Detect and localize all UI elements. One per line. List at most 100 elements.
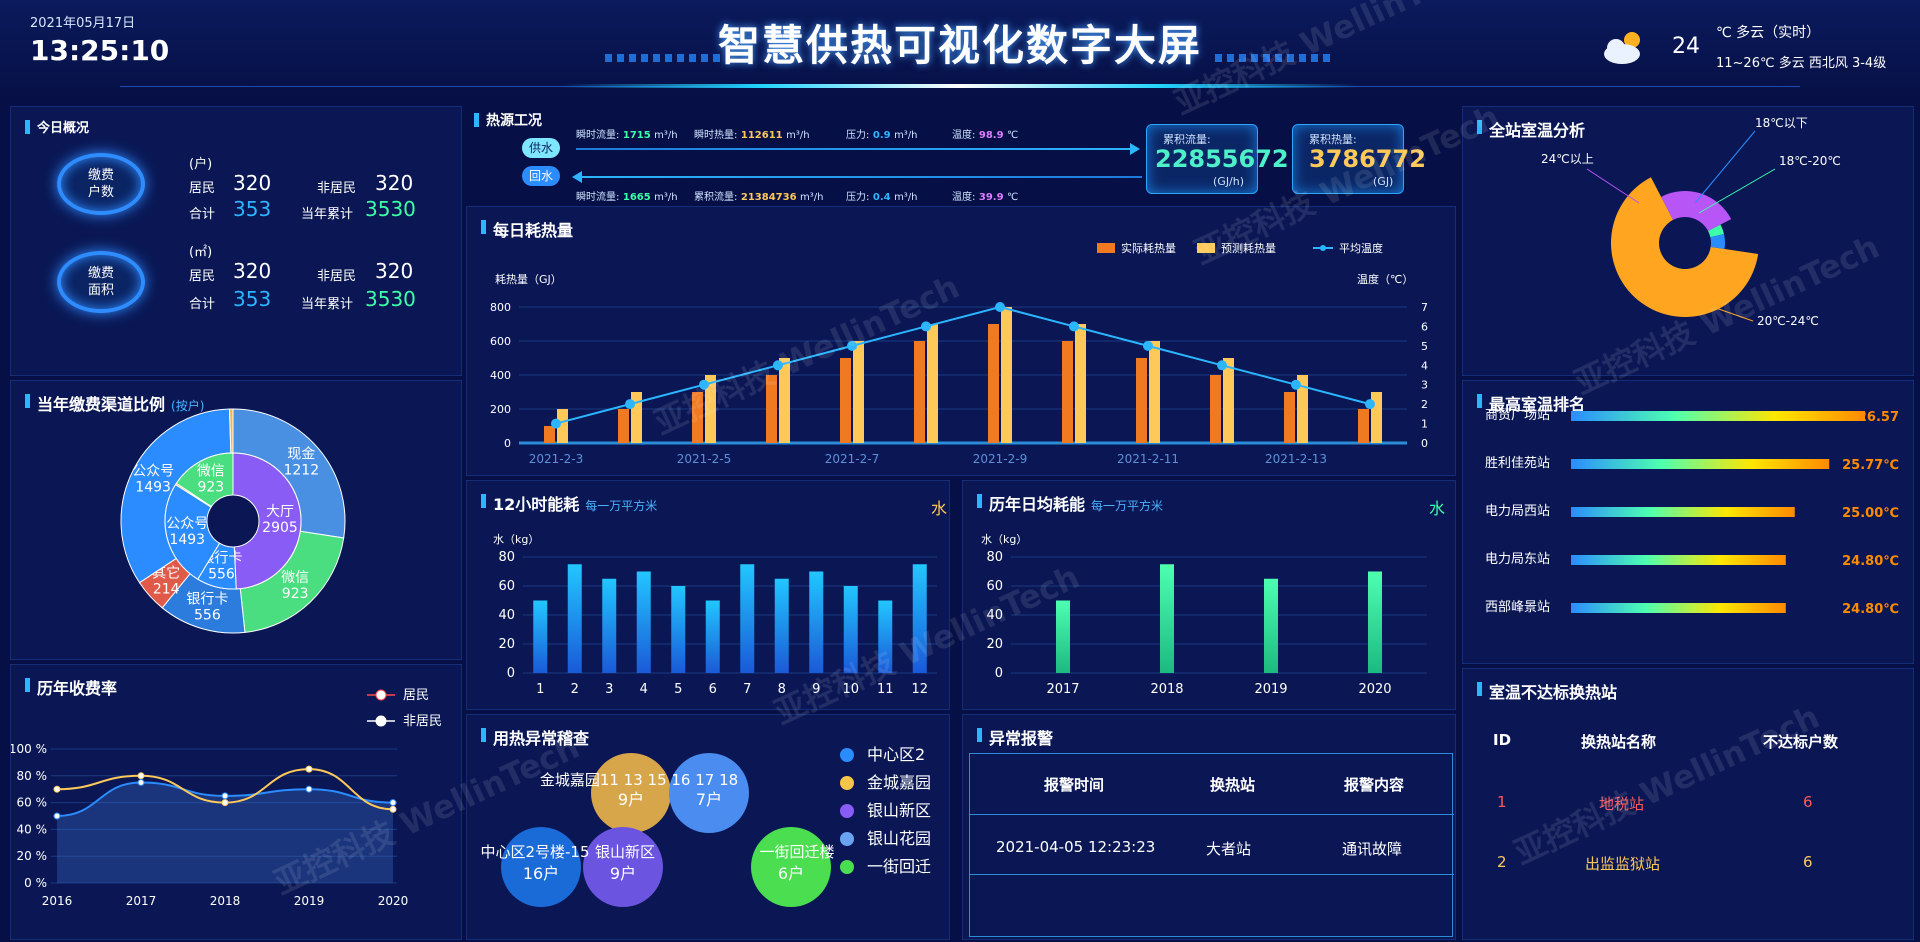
- channel-panel: 当年缴费渠道比例 (按户) 现金 1212 微信 923 银行卡 556 其它 214 公众号 14…: [10, 380, 462, 660]
- substd-row-id[interactable]: 2: [1497, 853, 1507, 871]
- legend-dot: [840, 776, 854, 790]
- bar: [602, 578, 617, 673]
- x-tick-label: 2021-2-5: [677, 452, 731, 466]
- rank-bar-chart: 商贸广场站 26.57 胜利佳苑站 25.77℃ 电力局西站 25.00℃ 电力局东站 24.…: [1485, 408, 1899, 617]
- substd-row-id[interactable]: 1: [1497, 793, 1507, 811]
- resident-value: 320: [233, 259, 272, 283]
- alarm-row-content[interactable]: 通讯故障: [1342, 840, 1403, 858]
- series-point: [305, 785, 313, 793]
- y-tick-label: 0: [995, 666, 1003, 681]
- ring-area: 缴费 面积: [57, 251, 145, 313]
- rank-name: 电力局西站: [1485, 504, 1550, 519]
- y-tick-label: 20: [986, 637, 1003, 652]
- ring-households: 缴费 户数: [57, 153, 145, 215]
- bar-forecast: [1371, 392, 1382, 443]
- leader-line: [1698, 168, 1776, 214]
- heat-item-value: 1715: [619, 130, 655, 141]
- total-label: 合计: [189, 207, 216, 222]
- series-point: [389, 799, 397, 807]
- temp-point: [995, 302, 1005, 312]
- rank-panel: 最高室温排名 商贸广场站 26.57 胜利佳苑站 25.77℃ 电力局西站 25.00℃ 电…: [1462, 380, 1914, 664]
- bar: [912, 564, 927, 673]
- heat-item-value: 98.9: [975, 130, 1008, 141]
- bar-actual: [914, 341, 925, 443]
- panel-title: 12小时能耗 每一万平方米: [481, 491, 657, 515]
- alarm-row-station[interactable]: 大者站: [1206, 840, 1252, 858]
- leader-line: [1712, 306, 1754, 322]
- substd-row-count[interactable]: 6: [1803, 793, 1813, 811]
- cum-heat-unit: (GJ): [1373, 175, 1394, 188]
- panel-title: 全站室温分析: [1477, 117, 1585, 141]
- substd-header-name: 换热站名称: [1581, 733, 1657, 751]
- heat-item-unit: m³/h: [786, 130, 810, 141]
- x-tick-label: 5: [674, 682, 682, 697]
- anomaly-panel: 用热异常稽查 9户 7户 16户 9户 6户 金城嘉园11 13 15 16 17 18 中…: [466, 714, 950, 940]
- slice-label: 18℃-20℃: [1779, 154, 1841, 168]
- outer-slice-value: 556: [194, 607, 221, 623]
- anomaly-bubble-chart: 9户 7户 16户 9户 6户 金城嘉园11 13 15 16 17 18 中心区2号楼-1…: [480, 745, 931, 907]
- alarm-panel: 异常报警 报警时间 换热站 报警内容 2021-04-05 12:23:23 大…: [962, 714, 1456, 940]
- x-tick-label: 7: [743, 682, 751, 697]
- rank-value: 25.77℃: [1842, 458, 1899, 473]
- x-tick-label: 2017: [1046, 682, 1079, 697]
- substandard-panel: 室温不达标换热站 ID 换热站名称 不达标户数 1 地税站 6 2 出监监狱站 …: [1462, 668, 1914, 940]
- x-tick-label: 2021-2-9: [973, 452, 1027, 466]
- substd-row-name[interactable]: 出监监狱站: [1585, 855, 1661, 873]
- temp-point: [625, 399, 635, 410]
- bubble: [591, 753, 671, 833]
- legend-label: 居民: [403, 688, 429, 703]
- y2-tick-label: 3: [1421, 379, 1428, 392]
- series-point: [221, 799, 229, 807]
- y-tick-label: 100 %: [11, 742, 47, 756]
- panel-title-text: 历年日均耗能: [989, 495, 1086, 514]
- cum-flow-value: 22855672: [1155, 145, 1289, 173]
- bar-forecast: [779, 358, 790, 443]
- heat-item: 温度: 39.9 ℃: [952, 188, 1018, 203]
- room-temp-pie-chart: 18℃以下 24℃以上 18℃-20℃ 20℃-24℃: [1541, 116, 1841, 328]
- heat-item-value: 0.4: [869, 192, 895, 203]
- rank-name: 胜利佳苑站: [1485, 456, 1550, 471]
- y-tick-label: 60: [498, 579, 515, 594]
- substd-row-count[interactable]: 6: [1803, 853, 1813, 871]
- area-fill: [57, 782, 393, 883]
- panel-title: 今日概况: [25, 117, 89, 136]
- bubble-count: 16户: [523, 864, 559, 883]
- leader-line: [1586, 168, 1640, 204]
- bubble-count: 6户: [778, 864, 804, 883]
- x-tick-label: 4: [640, 682, 648, 697]
- header-glow: [560, 84, 1360, 88]
- panel-subtitle: 每一万平方米: [1091, 499, 1164, 513]
- panel-title: 历年日均耗能 每一万平方米: [977, 491, 1163, 515]
- temp-point: [699, 379, 709, 390]
- panel-title: 用热异常稽查: [481, 725, 589, 749]
- room-temp-panel: 全站室温分析 18℃以下 24℃以上 18℃-20℃ 20℃-24℃: [1462, 106, 1914, 376]
- cumulative-label: 当年累计: [301, 207, 354, 222]
- cumulative-value: 3530: [365, 197, 416, 221]
- bar-forecast: [1223, 358, 1234, 443]
- bubble: [751, 827, 831, 907]
- unit-label: (㎡): [189, 245, 213, 260]
- return-pipe: [582, 176, 1142, 178]
- bar-actual: [1136, 358, 1147, 443]
- rank-bar: [1571, 411, 1865, 421]
- y-tick-label: 600: [490, 335, 511, 348]
- bar: [774, 578, 789, 673]
- y-tick-label: 0 %: [24, 876, 47, 890]
- temp-point: [1069, 321, 1079, 332]
- legend-label: 银山新区: [867, 801, 931, 820]
- supply-badge: 供水: [522, 138, 560, 158]
- heat-item-unit: m³/h: [654, 130, 678, 141]
- heat-item-label: 瞬时热量:: [694, 130, 738, 141]
- bar-forecast: [1001, 307, 1012, 443]
- bubble-label: 一街回迁楼: [759, 843, 834, 861]
- substd-row-name[interactable]: 地税站: [1599, 795, 1645, 813]
- y-tick-label: 800: [490, 301, 511, 314]
- alarm-row-time[interactable]: 2021-04-05 12:23:23: [996, 838, 1156, 856]
- rank-name: 西部峰景站: [1485, 600, 1550, 615]
- slice-label: 18℃以下: [1755, 116, 1808, 130]
- x-tick-label: 2019: [1254, 682, 1287, 697]
- unit-tag: 水: [1429, 499, 1446, 518]
- outer-slice-value: 1212: [283, 462, 319, 478]
- heat-item-unit: m³/h: [894, 192, 918, 203]
